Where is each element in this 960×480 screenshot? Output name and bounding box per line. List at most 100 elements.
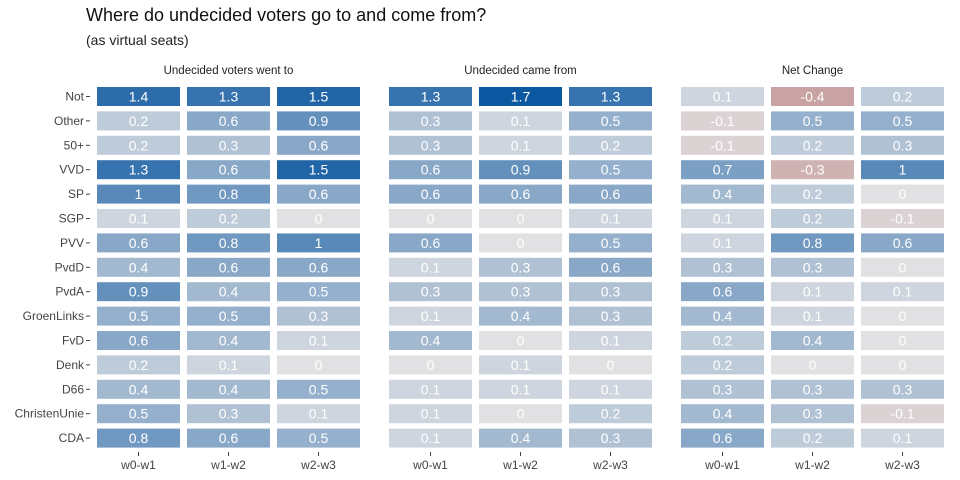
panel-title: Undecided came from — [464, 65, 577, 77]
column-label: w2-w3 — [300, 458, 336, 472]
row-label: VVD — [59, 163, 84, 177]
row-label: SP — [68, 187, 84, 201]
cell-value-label: 0.1 — [803, 284, 823, 300]
cell-value-label: 0.8 — [129, 430, 149, 446]
cell-value-label: 0.6 — [309, 186, 329, 202]
cell-value-label: 1.3 — [129, 162, 149, 178]
cell-value-label: 0.2 — [601, 406, 621, 422]
column-label: w0-w1 — [120, 458, 156, 472]
cell-value-label: 0.5 — [129, 406, 149, 422]
cell-value-label: 0.2 — [803, 186, 823, 202]
cell-value-label: 0.4 — [421, 333, 441, 349]
row-label: GroenLinks — [23, 309, 84, 323]
cell-value-label: 0.3 — [893, 137, 913, 153]
cell-value-label: 0.6 — [421, 235, 441, 251]
cell-value-label: 0.6 — [601, 186, 621, 202]
cell-value-label: 0.2 — [129, 137, 149, 153]
row-label: SGP — [59, 212, 84, 226]
cell-value-label: 0.4 — [219, 381, 239, 397]
cell-value-label: 0.4 — [511, 308, 531, 324]
cell-value-label: 0.5 — [601, 235, 621, 251]
cell-value-label: 0.5 — [309, 381, 329, 397]
cell-value-label: 1 — [135, 186, 143, 202]
cell-value-label: 0.4 — [219, 333, 239, 349]
cell-value-label: 0.3 — [803, 381, 823, 397]
cell-value-label: 0.6 — [893, 235, 913, 251]
cell-value-label: 0.6 — [713, 430, 733, 446]
cell-value-label: 0 — [899, 186, 907, 202]
cell-value-label: 0.4 — [511, 430, 531, 446]
column-label: w0-w1 — [704, 458, 740, 472]
cell-value-label: 0.9 — [309, 113, 329, 129]
cell-value-label: 0.1 — [713, 235, 733, 251]
cell-value-label: 0.6 — [129, 235, 149, 251]
row-label: ChristenUnie — [15, 407, 85, 421]
cell-value-label: 0.1 — [893, 430, 913, 446]
cell-value-label: 0 — [427, 357, 435, 373]
cell-value-label: 0.1 — [129, 211, 149, 227]
cell-value-label: 1.5 — [309, 89, 329, 105]
cell-value-label: 0.4 — [219, 284, 239, 300]
cell-value-label: 0.8 — [803, 235, 823, 251]
cell-value-label: 0 — [517, 406, 525, 422]
column-label: w2-w3 — [884, 458, 920, 472]
cell-value-label: 0.2 — [129, 113, 149, 129]
cell-value-label: 0.1 — [421, 430, 441, 446]
cell-value-label: 1.4 — [129, 89, 149, 105]
cell-value-label: 1.3 — [421, 89, 441, 105]
cell-value-label: 0.6 — [511, 186, 531, 202]
cell-value-label: 0.3 — [713, 259, 733, 275]
cell-value-label: 0.6 — [421, 162, 441, 178]
cell-value-label: 0.1 — [511, 137, 531, 153]
cell-value-label: 1.3 — [601, 89, 621, 105]
cell-value-label: 0 — [899, 259, 907, 275]
column-label: w0-w1 — [412, 458, 448, 472]
cell-value-label: 0.2 — [219, 211, 239, 227]
row-label: PvdA — [55, 285, 84, 299]
cell-value-label: 0 — [315, 211, 323, 227]
column-label: w1-w2 — [794, 458, 830, 472]
cell-value-label: 0.5 — [129, 308, 149, 324]
cell-value-label: 1.3 — [219, 89, 239, 105]
cell-value-label: 0.1 — [421, 406, 441, 422]
row-label: Not — [65, 90, 84, 104]
cell-value-label: 0.6 — [129, 333, 149, 349]
cell-value-label: 0.5 — [309, 430, 329, 446]
cell-value-label: 0.8 — [219, 186, 239, 202]
cell-value-label: 0.1 — [421, 308, 441, 324]
cell-value-label: 0.5 — [601, 162, 621, 178]
cell-value-label: 0.1 — [893, 284, 913, 300]
cell-value-label: 0.1 — [309, 333, 329, 349]
cell-value-label: 0.3 — [219, 406, 239, 422]
cell-value-label: 0.6 — [219, 430, 239, 446]
cell-value-label: -0.3 — [800, 162, 824, 178]
cell-value-label: 0.3 — [219, 137, 239, 153]
cell-value-label: 0.1 — [803, 308, 823, 324]
cell-value-label: 0.6 — [309, 259, 329, 275]
cell-value-label: 0.1 — [713, 89, 733, 105]
cell-value-label: 0.2 — [713, 333, 733, 349]
cell-value-label: 0.3 — [893, 381, 913, 397]
cell-value-label: 0 — [899, 308, 907, 324]
cell-value-label: -0.1 — [890, 211, 914, 227]
cell-value-label: 0.3 — [511, 284, 531, 300]
cell-value-label: 0.6 — [601, 259, 621, 275]
cell-value-label: 0 — [607, 357, 615, 373]
row-label: Other — [54, 114, 84, 128]
cell-value-label: 0.5 — [309, 284, 329, 300]
cell-value-label: 0.5 — [601, 113, 621, 129]
cell-value-label: 0.3 — [601, 308, 621, 324]
cell-value-label: 0.1 — [421, 381, 441, 397]
cell-value-label: 0.1 — [601, 381, 621, 397]
cell-value-label: 0 — [899, 333, 907, 349]
cell-value-label: 0.2 — [601, 137, 621, 153]
cell-value-label: 0.4 — [713, 308, 733, 324]
cell-value-label: 0.1 — [511, 381, 531, 397]
cell-value-label: 0.8 — [219, 235, 239, 251]
cell-value-label: 0.1 — [713, 211, 733, 227]
cell-value-label: 0.1 — [511, 113, 531, 129]
cell-value-label: 0.3 — [713, 381, 733, 397]
row-label: FvD — [62, 334, 84, 348]
cell-value-label: 0.1 — [511, 357, 531, 373]
cell-value-label: 1 — [315, 235, 323, 251]
